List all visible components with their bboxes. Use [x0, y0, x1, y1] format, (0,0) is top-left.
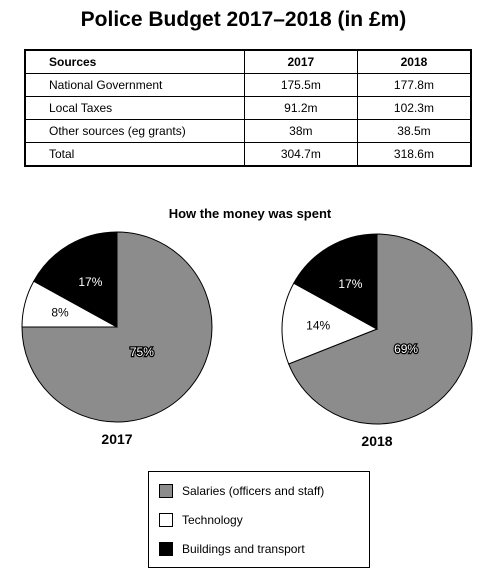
pie-charts: 75% 8% 17% 2017 69% 14% 17% 2018	[21, 231, 473, 449]
legend-swatch-salaries	[159, 484, 173, 498]
pie-label-buildings-2018: 17%	[338, 277, 362, 291]
pie-slice-salaries-2018	[288, 233, 473, 425]
pie-label-technology-2017: 8%	[51, 305, 69, 319]
table-cell: National Government	[24, 73, 245, 97]
table-cell: 38.5m	[356, 119, 472, 143]
table-header-row: Sources 2017 2018	[24, 49, 472, 74]
table-cell: Total	[24, 142, 245, 167]
legend-item-technology: Technology	[159, 512, 243, 528]
table-header-2017: 2017	[243, 49, 358, 74]
legend-item-buildings: Buildings and transport	[159, 541, 305, 557]
table-cell: 177.8m	[356, 73, 472, 97]
pie-slice-buildings-2017	[33, 231, 118, 328]
table-row: National Government 175.5m 177.8m	[24, 73, 472, 97]
legend: Salaries (officers and staff) Technology…	[148, 471, 370, 568]
table-cell: Local Taxes	[24, 96, 245, 120]
table-row: Local Taxes 91.2m 102.3m	[24, 96, 472, 120]
budget-table: Sources 2017 2018 National Government 17…	[24, 49, 472, 167]
table-cell: 38m	[243, 119, 358, 143]
table-header-2018: 2018	[356, 49, 472, 74]
pie-slice-salaries-2017	[21, 231, 213, 423]
table-cell: 102.3m	[356, 96, 472, 120]
pie-label-buildings-2017: 17%	[78, 275, 102, 289]
pie-slice-buildings-2018	[293, 233, 378, 330]
legend-item-salaries: Salaries (officers and staff)	[159, 483, 324, 499]
legend-label: Salaries (officers and staff)	[182, 484, 325, 498]
table-row: Other sources (eg grants) 38m 38.5m	[24, 119, 472, 143]
legend-swatch-technology	[159, 513, 173, 527]
legend-label: Technology	[182, 513, 243, 527]
legend-swatch-buildings	[159, 542, 173, 556]
pie-label-salaries-2017: 75%	[130, 345, 154, 359]
pie-label-technology-2018: 14%	[306, 318, 330, 332]
table-cell: 91.2m	[243, 96, 358, 120]
chart-title: How the money was spent	[168, 206, 332, 221]
table-cell: 175.5m	[243, 73, 358, 97]
pie-slice-technology-2018	[281, 282, 379, 365]
table-cell: 318.6m	[356, 142, 472, 167]
table-cell: 304.7m	[243, 142, 358, 167]
pie-year-label-2018: 2018	[361, 433, 392, 449]
table-header-sources: Sources	[24, 49, 245, 74]
pie-year-label-2017: 2017	[101, 431, 132, 447]
page-title: Police Budget 2017–2018 (in £m)	[80, 8, 407, 31]
pie-label-salaries-2018: 69%	[394, 342, 418, 356]
legend-label: Buildings and transport	[182, 542, 305, 556]
table-cell: Other sources (eg grants)	[24, 119, 245, 143]
table-row-total: Total 304.7m 318.6m	[24, 142, 472, 167]
